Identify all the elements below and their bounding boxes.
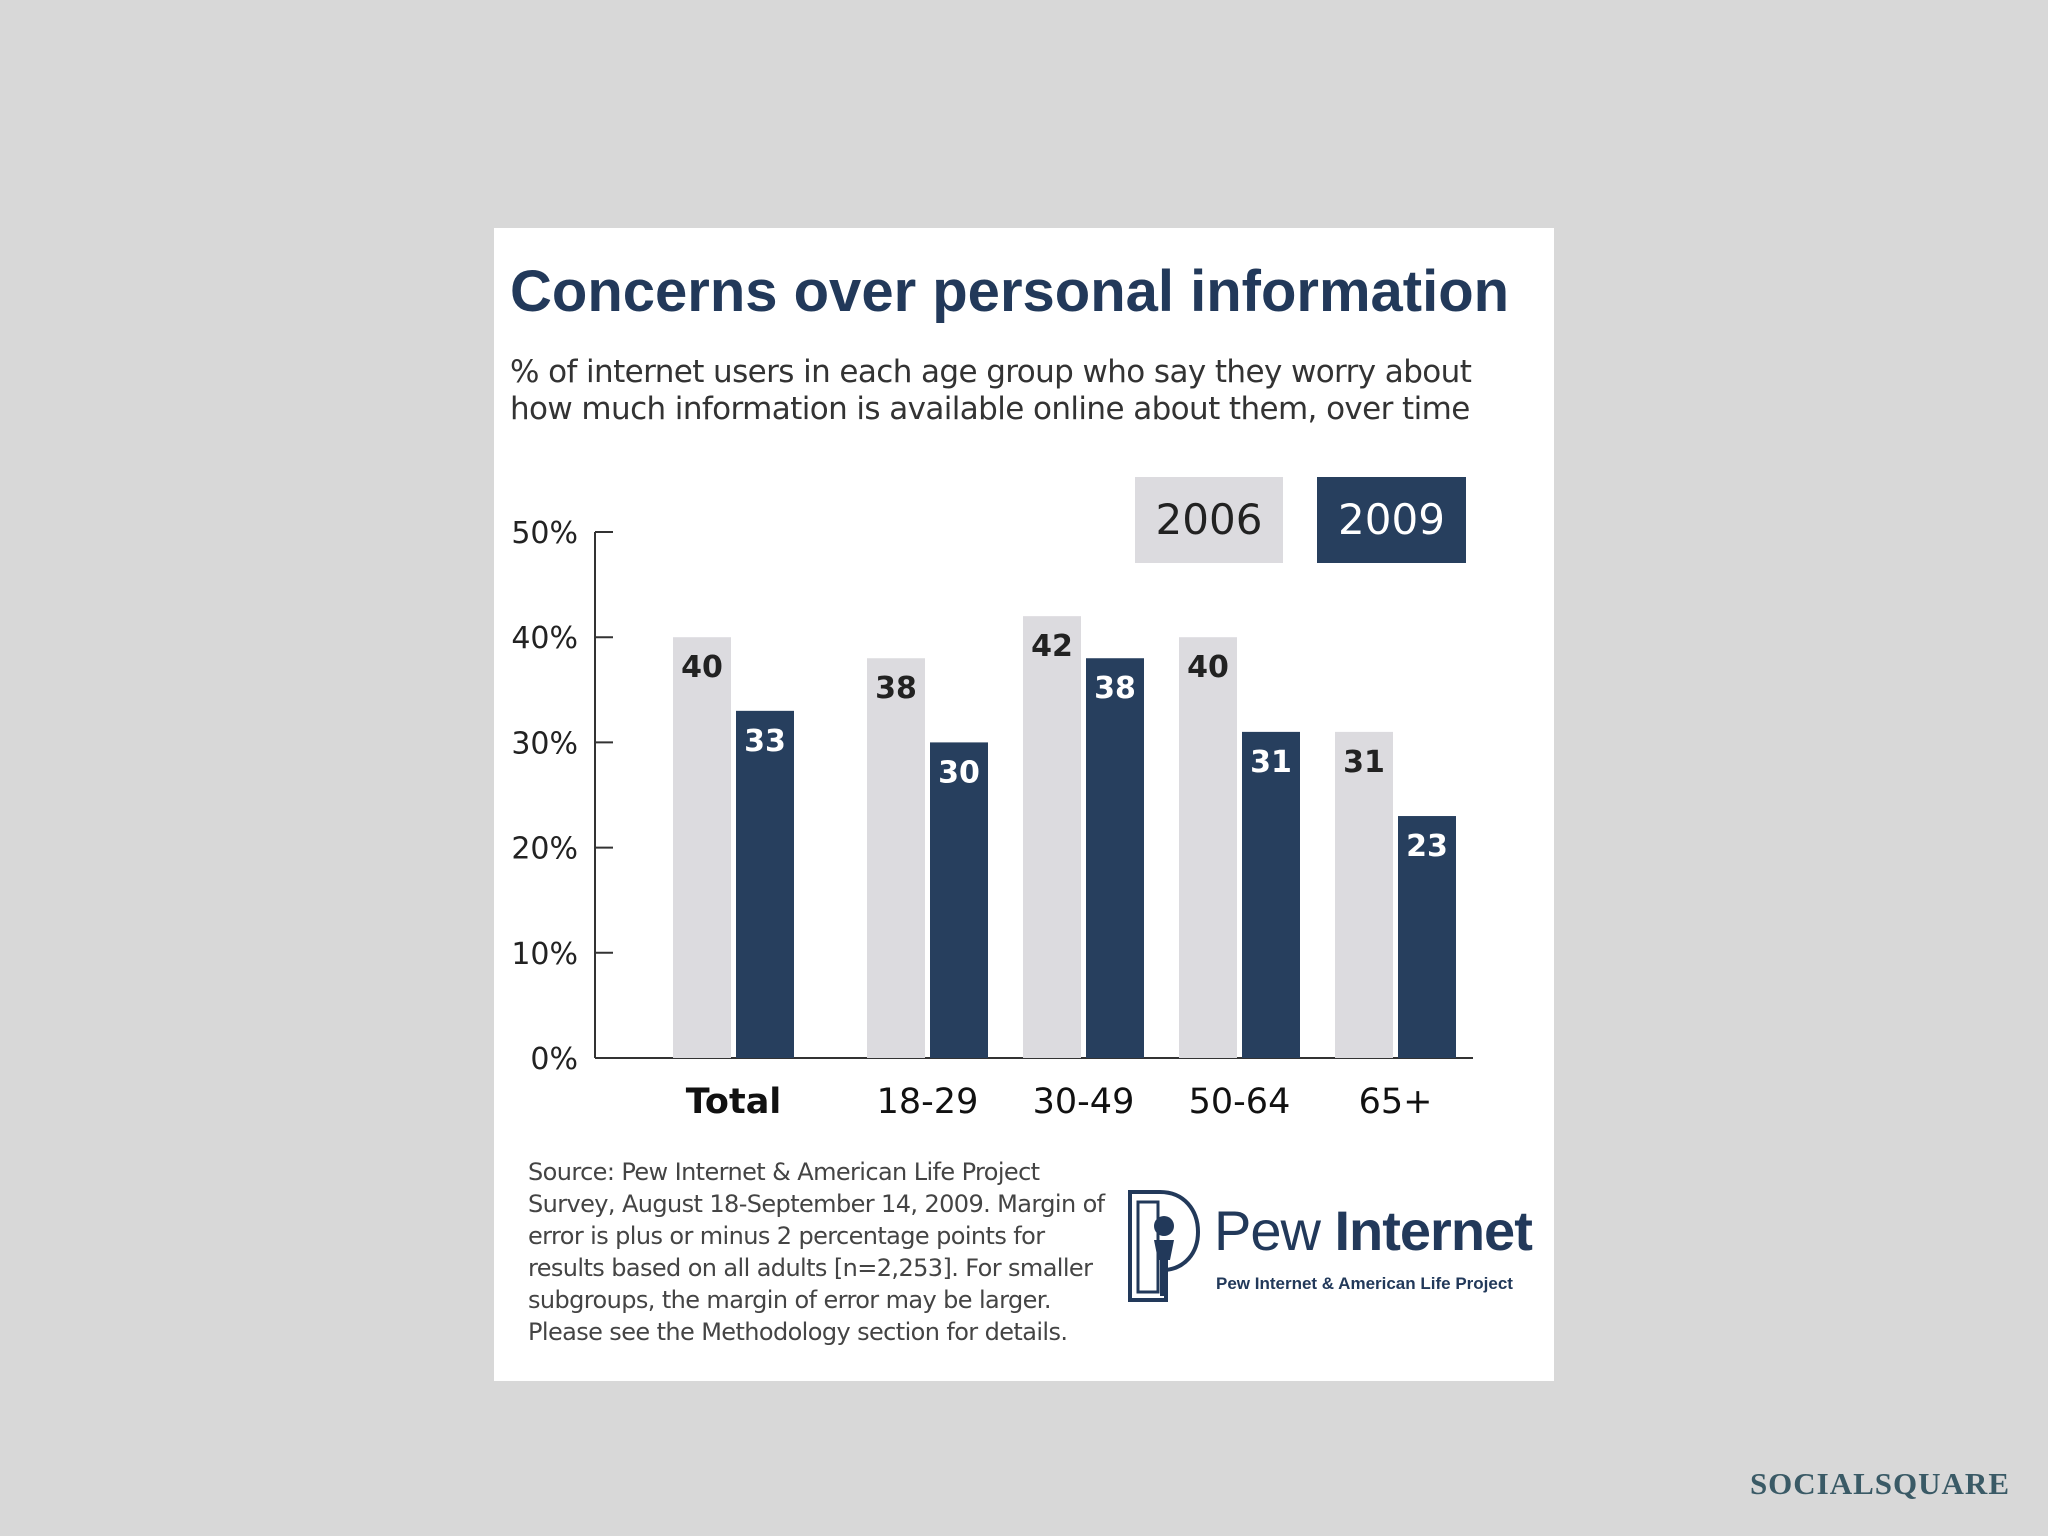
legend-swatch-2009 (1317, 477, 1466, 563)
chart-title: Concerns over personal information (510, 259, 1510, 324)
legend-label-2009: 2009 (1338, 495, 1445, 544)
chart-legend: 2006 2009 (1135, 477, 1466, 563)
pew-logo-name: Pew Internet (1214, 1198, 1533, 1263)
data-label-2006-50-64: 40 (1187, 650, 1229, 685)
bar-2009-65+ (1398, 816, 1456, 1058)
x-tick-label: Total (686, 1082, 782, 1122)
chart-bars (673, 616, 1456, 1058)
brand-label: SOCIALSQUARE (1749, 1466, 2010, 1501)
bar-2009-30-49 (1086, 658, 1144, 1058)
bar-chart: 2006 2009 0% 10% 20% 30% 40% 50% Total 18-29 30-4… (511, 477, 1473, 1122)
x-tick-label: 50-64 (1189, 1082, 1291, 1122)
y-tick-label: 0% (530, 1042, 578, 1077)
bar-2009-18-29 (930, 742, 988, 1058)
data-label-2006-Total: 40 (681, 650, 723, 685)
x-tick-label: 18-29 (877, 1082, 979, 1122)
bar-2006-18-29 (867, 658, 925, 1058)
y-tick-label: 10% (511, 937, 578, 972)
chart-card: Concerns over personal information % of … (494, 228, 1554, 1381)
pew-logo-name-regular: Pew (1214, 1199, 1321, 1262)
chart-axes: 0% 10% 20% 30% 40% 50% Total 18-29 30-49 50-64 65+ (511, 516, 1473, 1122)
pew-logo-mark-icon (1128, 1190, 1201, 1302)
bar-2006-50-64 (1179, 637, 1237, 1058)
legend-label-2006: 2006 (1156, 495, 1263, 544)
x-tick-label: 65+ (1359, 1082, 1433, 1122)
x-tick-label: 30-49 (1033, 1082, 1135, 1122)
y-tick-label: 40% (511, 621, 578, 656)
chart-data-labels: 40 33 38 30 42 38 40 31 31 23 (681, 629, 1448, 864)
pew-logo-tagline: Pew Internet & American Life Project (1216, 1274, 1513, 1293)
bar-2006-Total (673, 637, 731, 1058)
bar-2006-65+ (1335, 731, 1393, 1058)
pew-logo-name-bold: Internet (1334, 1199, 1533, 1262)
pew-internet-logo: Pew Internet Pew Internet & American Lif… (1122, 1188, 1542, 1308)
y-tick-label: 20% (511, 832, 578, 867)
y-tick-label: 50% (511, 516, 578, 551)
bar-2009-Total (736, 710, 794, 1058)
data-label-2009-Total: 33 (744, 724, 786, 759)
chart-subtitle: % of internet users in each age group wh… (510, 354, 1472, 427)
data-label-2006-65+: 31 (1343, 745, 1385, 780)
bar-2009-50-64 (1242, 731, 1300, 1058)
data-label-2009-18-29: 30 (938, 755, 980, 790)
data-label-2006-18-29: 38 (875, 671, 917, 706)
data-label-2006-30-49: 42 (1031, 629, 1073, 664)
source-note: Source: Pew Internet & American Life Pro… (528, 1158, 1105, 1346)
y-tick-label: 30% (511, 726, 578, 761)
bar-2006-30-49 (1023, 616, 1081, 1058)
data-label-2009-65+: 23 (1406, 829, 1448, 864)
data-label-2009-50-64: 31 (1250, 745, 1292, 780)
legend-swatch-2006 (1135, 477, 1283, 563)
data-label-2009-30-49: 38 (1094, 671, 1136, 706)
